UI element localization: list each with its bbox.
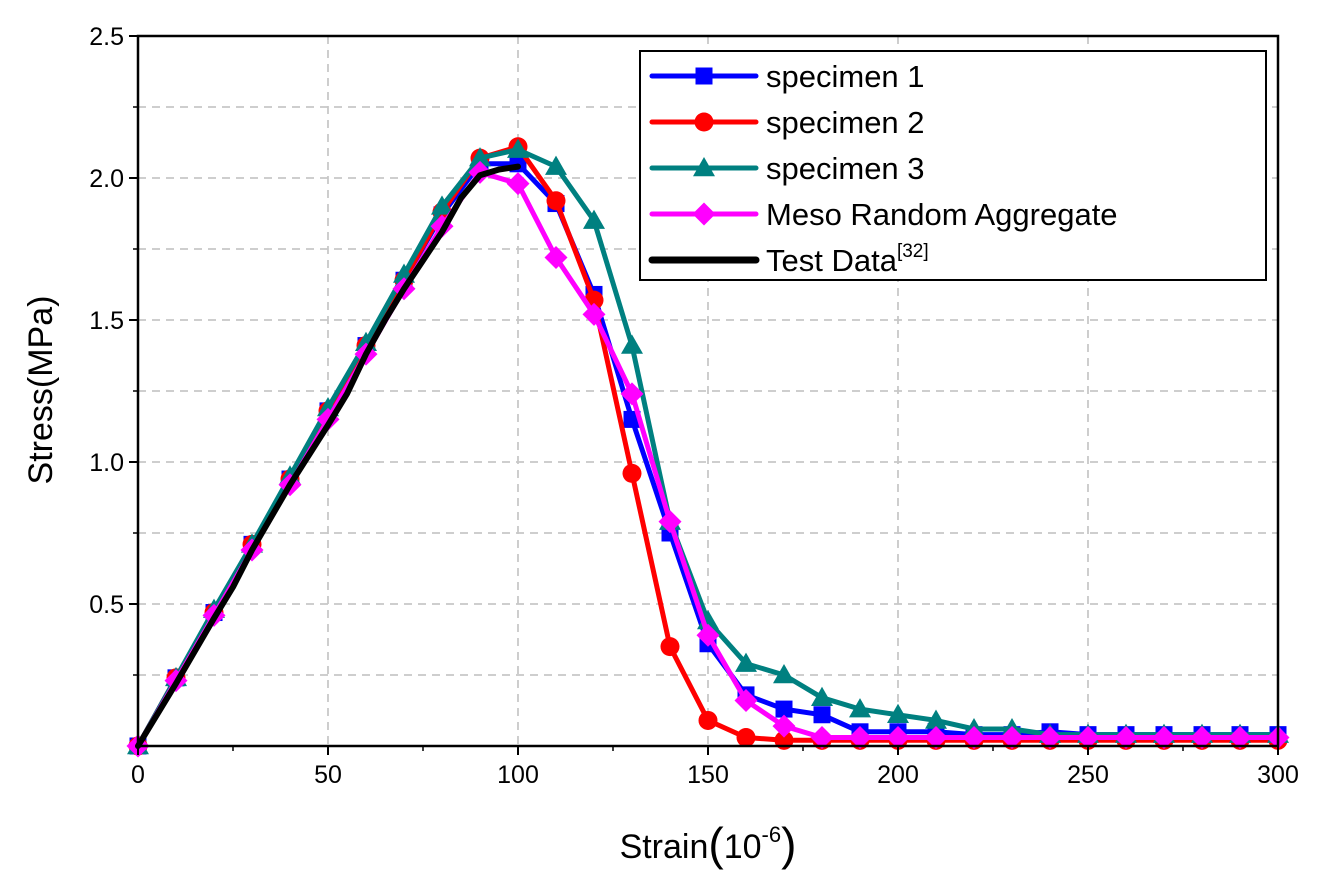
y-tick-label: 1.5 — [89, 307, 124, 335]
data-point — [698, 710, 718, 730]
data-point — [583, 209, 605, 229]
x-tick-label: 300 — [1257, 761, 1299, 789]
data-point — [545, 155, 567, 175]
data-point — [696, 623, 720, 647]
data-point — [775, 700, 793, 718]
data-point — [507, 138, 529, 158]
legend-item: Test Data[32] — [648, 241, 929, 278]
x-tick-label: 200 — [877, 761, 919, 789]
y-tick-label: 1.0 — [89, 449, 124, 477]
data-point — [811, 686, 833, 706]
data-point — [734, 689, 758, 713]
data-point — [772, 714, 796, 738]
data-point — [431, 195, 453, 215]
data-point — [1000, 725, 1024, 749]
y-tick-label: 2.0 — [89, 165, 124, 193]
legend-label: specimen 1 — [766, 59, 925, 94]
y-axis-title: Stress(MPa) — [22, 296, 60, 485]
x-axis-title-open-paren: ( — [708, 818, 724, 870]
legend-item: Meso Random Aggregate — [649, 197, 1118, 232]
data-point — [886, 725, 910, 749]
legend: specimen 1 specimen 2 specimen 3 Meso Rando… — [639, 50, 1267, 281]
data-point — [925, 709, 947, 729]
legend-item: specimen 2 — [649, 105, 925, 140]
data-series — [126, 137, 1290, 758]
legend-label-text: Test Data — [766, 243, 898, 278]
data-point — [773, 664, 795, 684]
data-point — [660, 637, 680, 657]
x-axis-title-label: Strain — [620, 828, 709, 866]
legend-swatch-marker — [695, 67, 713, 85]
legend-label-superscript: [32] — [897, 241, 929, 262]
legend-swatch-marker — [693, 157, 715, 177]
x-tick-label: 150 — [687, 761, 729, 789]
data-point — [887, 703, 909, 724]
data-point — [469, 147, 491, 167]
legend-label-text: specimen 3 — [766, 151, 925, 186]
y-tick-label: 0.5 — [89, 591, 124, 619]
legend-label: Meso Random Aggregate — [766, 197, 1118, 232]
legend-label: specimen 3 — [766, 151, 925, 186]
x-axis-title-unit: 10 — [724, 828, 762, 866]
x-tick-label: 0 — [131, 761, 145, 789]
legend-label: specimen 2 — [766, 105, 925, 140]
legend-label-text: specimen 2 — [766, 105, 925, 140]
data-point — [848, 725, 872, 749]
legend-label: Test Data[32] — [766, 241, 929, 278]
data-point — [1152, 725, 1176, 749]
series-5 — [135, 163, 521, 749]
x-tick-label: 50 — [314, 761, 342, 789]
data-point — [621, 334, 643, 354]
data-point — [735, 652, 757, 672]
data-point — [924, 725, 948, 749]
x-tick-label: 100 — [497, 761, 539, 789]
legend-swatch-marker — [694, 112, 714, 132]
data-point — [849, 698, 871, 718]
y-tick-label: 2.5 — [89, 23, 124, 51]
x-axis-title-exponent: -6 — [762, 822, 782, 847]
data-point — [1076, 725, 1100, 749]
data-point — [582, 302, 606, 326]
data-point — [622, 463, 642, 483]
legend-item: specimen 1 — [649, 59, 925, 94]
data-point — [620, 382, 644, 406]
x-axis-title: Strain(10-6) — [620, 818, 797, 870]
data-point — [658, 510, 682, 534]
series-line — [135, 163, 521, 749]
data-point — [736, 727, 756, 747]
x-tick-label: 250 — [1067, 761, 1109, 789]
legend-item: specimen 3 — [649, 151, 925, 186]
data-point — [1190, 725, 1214, 749]
data-point — [813, 706, 831, 724]
data-point — [962, 725, 986, 749]
data-point — [544, 246, 568, 270]
x-axis-title-close-paren: ) — [781, 818, 796, 870]
axis-ticks: 0 50 100 150 200 250 300 0.5 1.0 1.5 2.0 2.5 — [89, 23, 1299, 789]
data-point — [1228, 725, 1252, 749]
data-point — [1038, 725, 1062, 749]
data-point — [810, 725, 834, 749]
data-point — [506, 172, 530, 196]
data-point — [1114, 725, 1138, 749]
legend-label-text: specimen 1 — [766, 59, 925, 94]
data-point — [546, 191, 566, 211]
legend-label-text: Meso Random Aggregate — [766, 197, 1118, 232]
legend-swatch-marker — [692, 202, 716, 226]
